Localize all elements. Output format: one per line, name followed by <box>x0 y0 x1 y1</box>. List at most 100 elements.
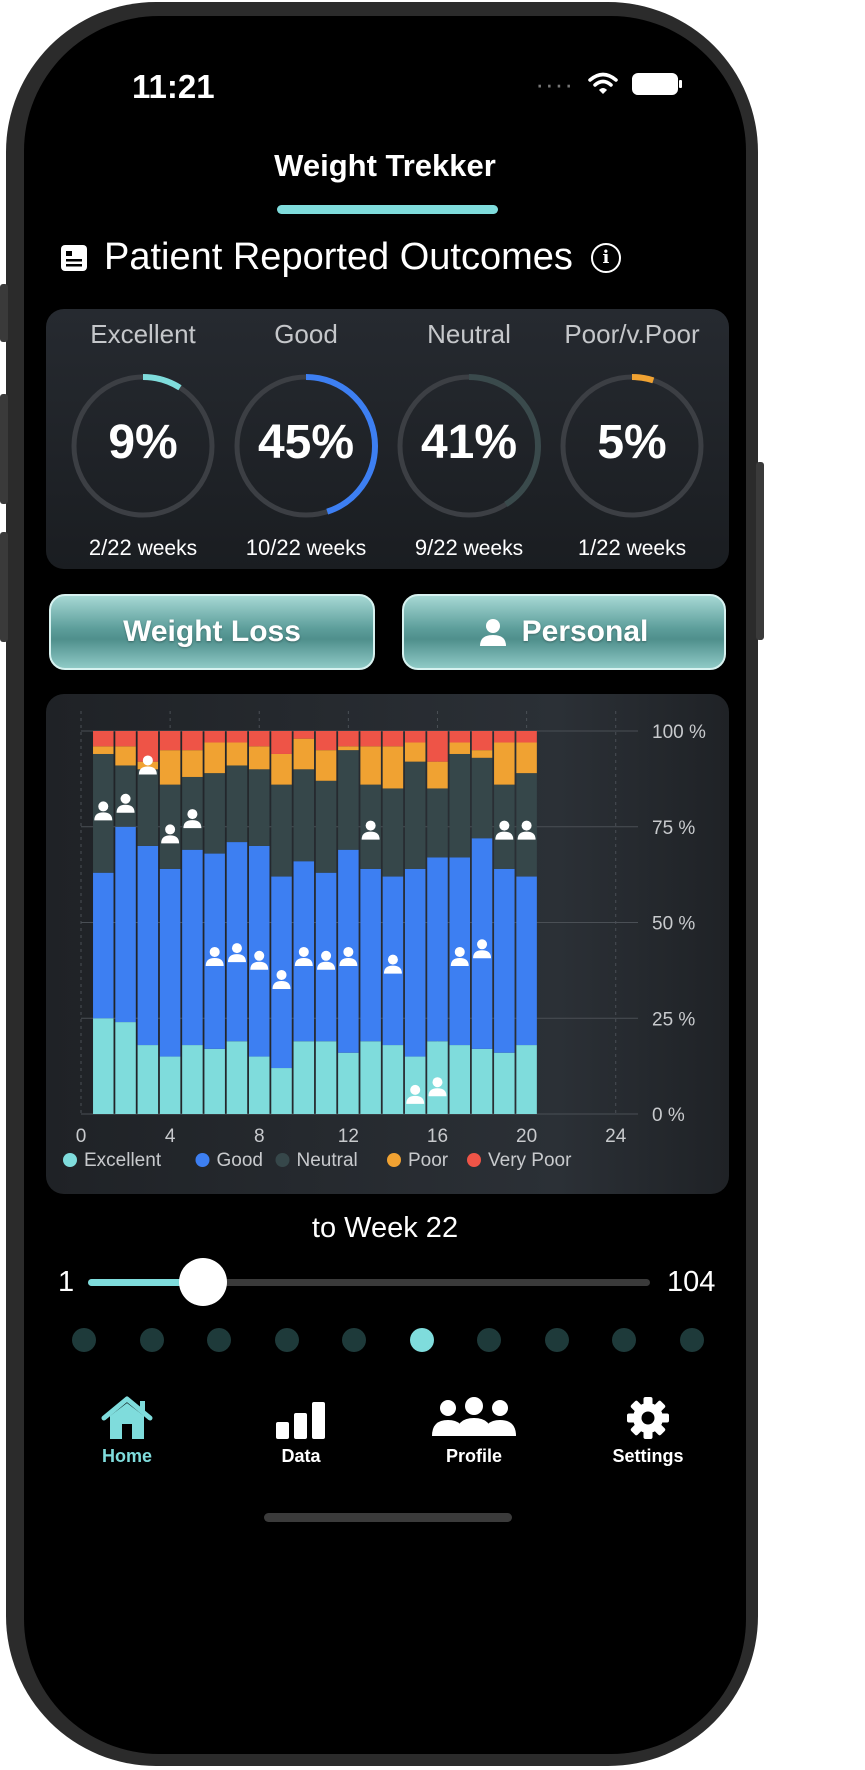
legend-item[interactable]: Poor <box>387 1150 449 1171</box>
page-dot[interactable] <box>612 1328 637 1352</box>
page-dot[interactable] <box>274 1328 299 1352</box>
person-marker[interactable] <box>272 969 291 989</box>
bar-very-poor[interactable] <box>115 731 136 747</box>
person-marker[interactable] <box>205 946 224 966</box>
weight-loss-button[interactable]: Weight Loss <box>49 594 375 670</box>
person-marker[interactable] <box>428 1077 447 1097</box>
bar-very-poor[interactable] <box>471 731 493 751</box>
bar-very-poor[interactable] <box>159 731 181 751</box>
bar-excellent[interactable] <box>360 1041 381 1114</box>
bar-good[interactable] <box>494 868 515 1053</box>
bar-very-poor[interactable] <box>494 731 515 743</box>
bar-poor[interactable] <box>516 742 537 774</box>
bar-neutral[interactable] <box>427 788 448 858</box>
page-dot[interactable] <box>139 1328 164 1352</box>
bar-very-poor[interactable] <box>360 731 381 747</box>
tab-profile[interactable]: Profile <box>404 1396 544 1467</box>
person-marker[interactable] <box>227 943 246 963</box>
bar-poor[interactable] <box>137 761 159 770</box>
bar-good[interactable] <box>427 857 448 1042</box>
page-dot[interactable] <box>544 1328 569 1352</box>
bar-excellent[interactable] <box>494 1052 515 1114</box>
bar-excellent[interactable] <box>159 1056 181 1114</box>
bar-good[interactable] <box>404 868 426 1057</box>
bar-good[interactable] <box>226 842 248 1042</box>
person-marker[interactable] <box>116 793 135 813</box>
bar-good[interactable] <box>159 868 181 1057</box>
bar-poor[interactable] <box>248 746 270 770</box>
legend-item[interactable]: Excellent <box>63 1150 162 1171</box>
tab-home[interactable]: Home <box>57 1396 197 1467</box>
person-marker[interactable] <box>517 820 536 840</box>
bar-excellent[interactable] <box>338 1052 359 1114</box>
legend-item[interactable]: Neutral <box>275 1150 358 1171</box>
bar-good[interactable] <box>516 876 537 1046</box>
bar-excellent[interactable] <box>137 1045 159 1114</box>
bar-excellent[interactable] <box>382 1045 404 1114</box>
bar-poor[interactable] <box>494 742 515 785</box>
person-marker[interactable] <box>383 954 402 974</box>
bar-poor[interactable] <box>226 742 248 766</box>
bar-poor[interactable] <box>427 761 448 789</box>
bar-very-poor[interactable] <box>137 731 159 762</box>
bar-very-poor[interactable] <box>93 731 114 747</box>
week-slider[interactable] <box>88 1258 650 1306</box>
bar-very-poor[interactable] <box>449 731 471 743</box>
person-marker[interactable] <box>339 946 358 966</box>
slider-thumb[interactable] <box>178 1258 227 1306</box>
bar-very-poor[interactable] <box>248 731 270 747</box>
bar-poor[interactable] <box>182 750 203 777</box>
bar-poor[interactable] <box>449 742 471 754</box>
person-marker[interactable] <box>94 801 113 821</box>
person-marker[interactable] <box>450 946 469 966</box>
person-marker[interactable] <box>495 820 514 840</box>
bar-neutral[interactable] <box>315 780 337 873</box>
bar-very-poor[interactable] <box>516 731 537 743</box>
bar-very-poor[interactable] <box>293 731 315 739</box>
bar-excellent[interactable] <box>93 1018 114 1114</box>
bar-good[interactable] <box>137 845 159 1046</box>
page-dot[interactable] <box>207 1328 232 1352</box>
person-marker[interactable] <box>138 755 157 775</box>
person-marker[interactable] <box>473 939 492 959</box>
bar-neutral[interactable] <box>404 761 426 869</box>
bar-neutral[interactable] <box>382 788 404 877</box>
person-marker[interactable] <box>317 950 336 970</box>
bar-excellent[interactable] <box>204 1048 225 1114</box>
person-marker[interactable] <box>361 820 380 840</box>
bar-neutral[interactable] <box>293 769 315 862</box>
bar-good[interactable] <box>93 872 114 1019</box>
tab-settings[interactable]: Settings <box>578 1396 718 1467</box>
bar-very-poor[interactable] <box>404 731 426 743</box>
bar-neutral[interactable] <box>449 753 471 858</box>
page-dot[interactable] <box>409 1328 434 1352</box>
bar-poor[interactable] <box>293 738 315 770</box>
bar-poor[interactable] <box>360 746 381 785</box>
bar-excellent[interactable] <box>248 1056 270 1114</box>
page-dot[interactable] <box>680 1328 704 1352</box>
bar-neutral[interactable] <box>226 765 248 843</box>
person-marker[interactable] <box>161 824 180 844</box>
bar-neutral[interactable] <box>248 769 270 846</box>
legend-item[interactable]: Good <box>195 1150 263 1171</box>
bar-excellent[interactable] <box>182 1045 203 1114</box>
bar-very-poor[interactable] <box>338 731 359 747</box>
bar-very-poor[interactable] <box>182 731 203 751</box>
bar-neutral[interactable] <box>338 750 359 850</box>
bar-excellent[interactable] <box>516 1045 537 1114</box>
bar-poor[interactable] <box>204 742 225 774</box>
person-marker[interactable] <box>294 946 313 966</box>
person-marker[interactable] <box>250 950 269 970</box>
bar-neutral[interactable] <box>271 784 292 877</box>
bar-excellent[interactable] <box>293 1041 315 1114</box>
personal-button[interactable]: Personal <box>402 594 726 670</box>
bar-good[interactable] <box>182 849 203 1046</box>
bar-poor[interactable] <box>471 750 493 758</box>
bar-excellent[interactable] <box>471 1048 493 1114</box>
bar-excellent[interactable] <box>115 1022 136 1114</box>
bar-poor[interactable] <box>115 746 136 766</box>
page-dot[interactable] <box>477 1328 502 1352</box>
info-icon[interactable]: i <box>590 242 621 273</box>
bar-poor[interactable] <box>93 746 114 754</box>
bar-very-poor[interactable] <box>382 731 404 747</box>
